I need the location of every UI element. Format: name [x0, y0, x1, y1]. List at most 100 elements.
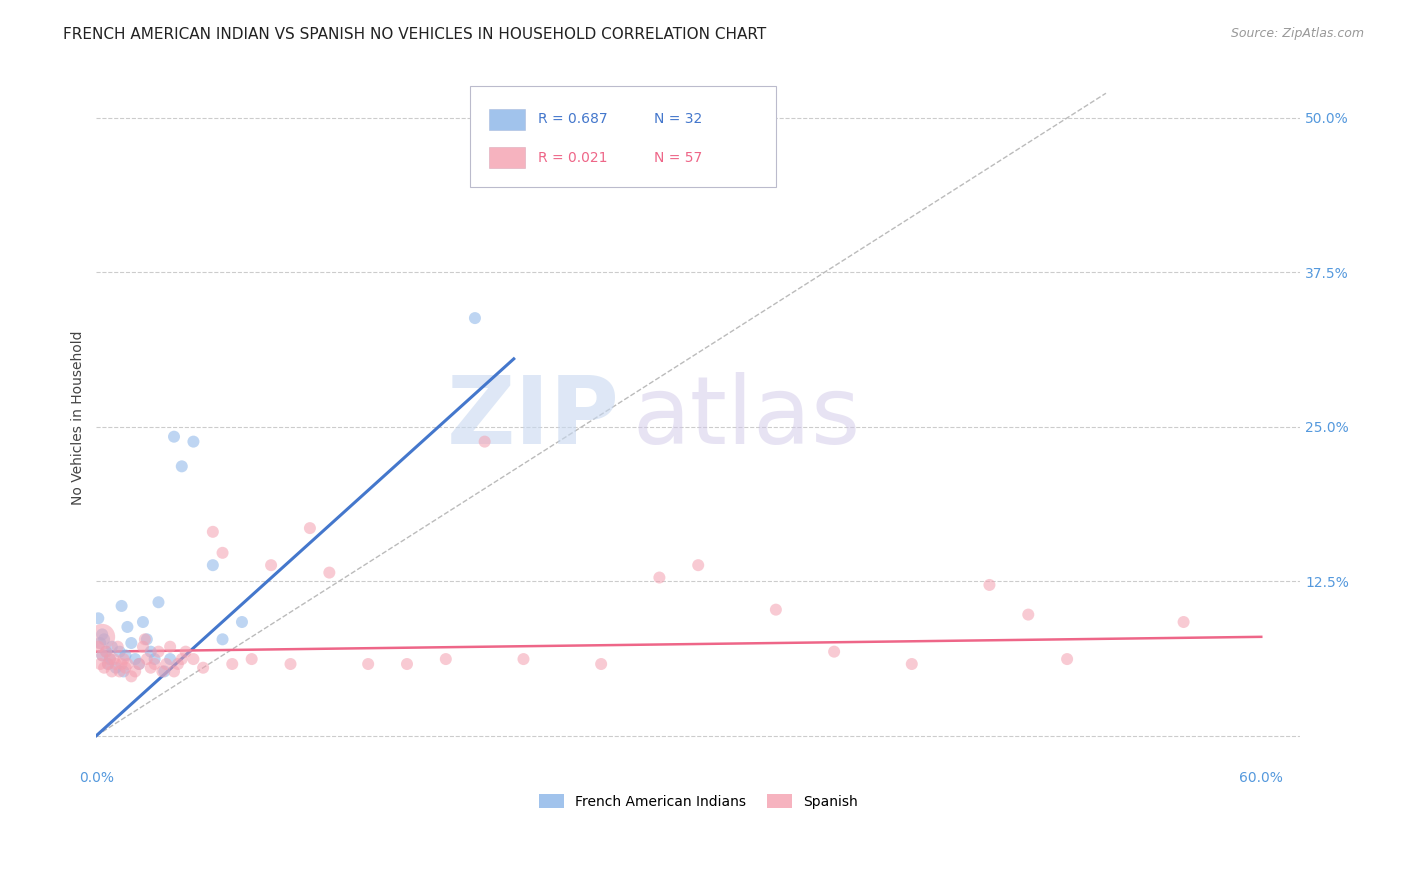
Point	[464, 311, 486, 326]
Point	[93, 661, 115, 675]
Point	[97, 657, 120, 671]
FancyBboxPatch shape	[470, 86, 776, 187]
Point	[648, 570, 671, 584]
Point	[191, 661, 214, 675]
Point	[87, 611, 110, 625]
Point	[298, 521, 321, 535]
Point	[128, 657, 150, 671]
FancyBboxPatch shape	[489, 109, 524, 130]
Point	[591, 657, 613, 671]
Point	[91, 627, 114, 641]
Point	[163, 665, 186, 679]
Text: R = 0.021: R = 0.021	[538, 151, 607, 165]
Point	[132, 615, 155, 629]
Point	[97, 657, 120, 671]
Point	[174, 645, 197, 659]
Point	[240, 652, 263, 666]
Point	[124, 665, 146, 679]
Point	[98, 652, 121, 666]
Point	[108, 645, 131, 659]
Point	[104, 661, 127, 675]
Point	[900, 657, 922, 671]
Point	[93, 632, 115, 647]
Point	[89, 657, 111, 671]
Point	[231, 615, 253, 629]
Point	[104, 657, 127, 671]
Point	[132, 640, 155, 654]
Point	[112, 652, 135, 666]
Point	[139, 661, 162, 675]
Point	[148, 595, 170, 609]
Point	[260, 558, 283, 573]
Point	[110, 657, 132, 671]
Point	[201, 558, 224, 573]
Point	[434, 652, 457, 666]
Point	[163, 430, 186, 444]
Point	[103, 652, 125, 666]
Point	[143, 657, 166, 671]
Point	[688, 558, 710, 573]
Text: ZIP: ZIP	[447, 372, 620, 464]
Point	[101, 640, 124, 654]
Point	[167, 657, 190, 671]
Point	[1173, 615, 1195, 629]
Text: FRENCH AMERICAN INDIAN VS SPANISH NO VEHICLES IN HOUSEHOLD CORRELATION CHART: FRENCH AMERICAN INDIAN VS SPANISH NO VEH…	[63, 27, 766, 42]
Point	[211, 546, 233, 560]
Point	[1017, 607, 1039, 622]
Point	[170, 459, 193, 474]
Point	[159, 652, 181, 666]
Point	[211, 632, 233, 647]
Point	[150, 665, 173, 679]
Point	[135, 632, 157, 647]
Point	[110, 599, 132, 613]
Point	[124, 652, 146, 666]
Point	[221, 657, 243, 671]
Point	[183, 434, 205, 449]
Text: Source: ZipAtlas.com: Source: ZipAtlas.com	[1230, 27, 1364, 40]
Point	[128, 657, 150, 671]
Point	[170, 652, 193, 666]
Point	[135, 652, 157, 666]
Point	[98, 652, 121, 666]
Text: atlas: atlas	[633, 372, 860, 464]
Point	[143, 652, 166, 666]
Point	[395, 657, 418, 671]
FancyBboxPatch shape	[489, 147, 524, 169]
Point	[159, 640, 181, 654]
Point	[114, 648, 136, 663]
Point	[114, 661, 136, 675]
Point	[474, 434, 496, 449]
Point	[94, 645, 117, 659]
Point	[101, 665, 124, 679]
Point	[120, 669, 142, 683]
Point	[512, 652, 534, 666]
Point	[765, 602, 787, 616]
Text: N = 57: N = 57	[654, 151, 702, 165]
Point	[120, 636, 142, 650]
Point	[117, 657, 139, 671]
Text: N = 32: N = 32	[654, 112, 702, 127]
Point	[91, 648, 114, 663]
Point	[201, 524, 224, 539]
Point	[91, 648, 114, 663]
Point	[357, 657, 380, 671]
Point	[87, 640, 110, 654]
Point	[280, 657, 302, 671]
Point	[823, 645, 845, 659]
Legend: French American Indians, Spanish: French American Indians, Spanish	[531, 787, 865, 815]
Point	[89, 636, 111, 650]
Point	[134, 632, 156, 647]
Point	[91, 630, 114, 644]
Point	[153, 665, 176, 679]
Point	[979, 578, 1001, 592]
Point	[107, 640, 129, 654]
Point	[139, 645, 162, 659]
Y-axis label: No Vehicles in Household: No Vehicles in Household	[72, 330, 86, 505]
Point	[108, 665, 131, 679]
Point	[148, 645, 170, 659]
Point	[318, 566, 340, 580]
Point	[1056, 652, 1078, 666]
Point	[94, 645, 117, 659]
Point	[117, 620, 139, 634]
Point	[112, 665, 135, 679]
